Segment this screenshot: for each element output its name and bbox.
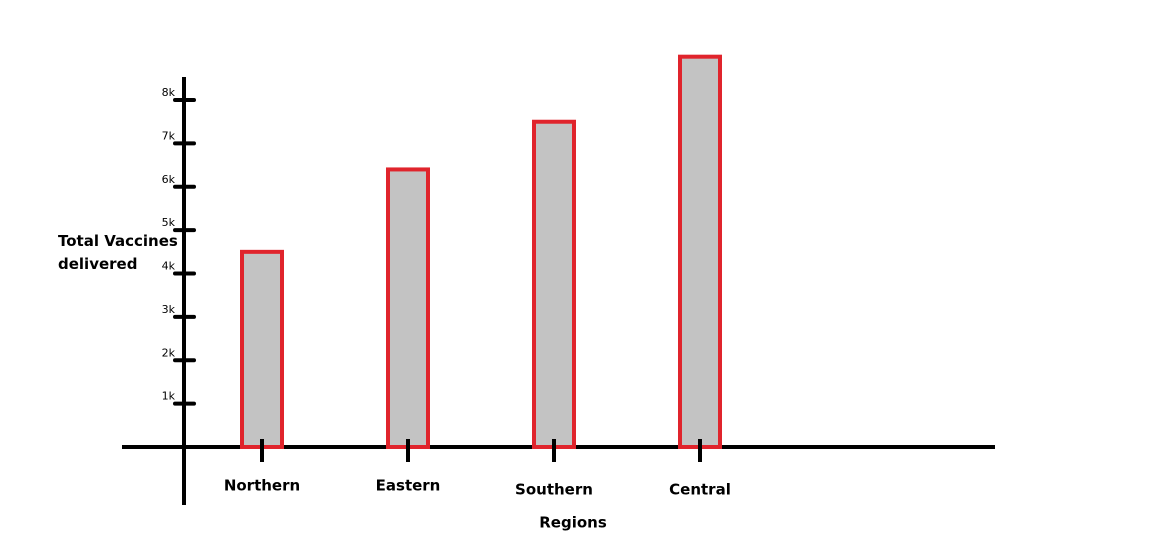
x-tick-label: Northern [224, 477, 300, 495]
x-tick-label: Eastern [376, 477, 441, 495]
y-tick-label: 4k [162, 260, 176, 273]
y-tick-label: 8k [162, 86, 176, 99]
y-tick-label: 3k [162, 303, 176, 316]
y-tick-label: 6k [162, 173, 176, 186]
x-tick-label: Southern [515, 481, 593, 499]
y-tick-label: 1k [162, 390, 176, 403]
x-tick-label: Central [669, 481, 731, 499]
y-axis-title: Total Vaccines delivered [58, 232, 178, 273]
y-tick-label: 2k [162, 346, 176, 359]
bar [678, 54, 722, 450]
y-tick-label: 7k [162, 129, 176, 142]
bar [532, 119, 576, 449]
bar [386, 167, 430, 449]
x-axis-title: Regions [539, 514, 607, 532]
bar [240, 249, 284, 449]
y-tick-label: 5k [162, 216, 176, 229]
